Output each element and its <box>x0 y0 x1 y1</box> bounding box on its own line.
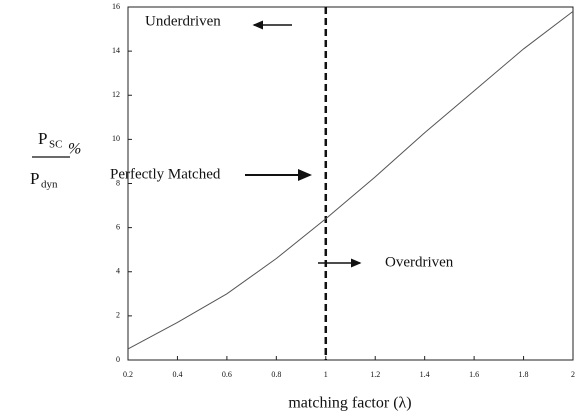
x-tick-label: 1.2 <box>370 370 380 379</box>
y-tick-label: 16 <box>112 2 120 11</box>
x-tick-label: 2 <box>571 370 575 379</box>
y-axis-label: P SC P dyn % <box>30 129 81 191</box>
x-axis-label: matching factor (λ) <box>288 395 411 412</box>
data-line <box>127 11 574 350</box>
y-tick-label: 0 <box>116 355 120 364</box>
x-tick-label: 1.4 <box>420 370 430 379</box>
y-tick-label: 2 <box>116 311 120 320</box>
x-tick-label: 0.6 <box>222 370 232 379</box>
x-tick-label: 0.2 <box>123 370 133 379</box>
y-tick-label: 12 <box>112 90 120 99</box>
x-tick-label: 0.8 <box>271 370 281 379</box>
y-tick-label: 10 <box>112 134 120 143</box>
y-label-suffix: % <box>68 141 81 158</box>
x-tick-label: 1.8 <box>519 370 529 379</box>
x-tick-label: 1.6 <box>469 370 479 379</box>
x-tick-label: 1 <box>324 370 328 379</box>
annotation: Perfectly Matched <box>110 166 221 182</box>
y-tick-label: 14 <box>112 46 120 55</box>
y-label-denominator-sub: dyn <box>41 179 58 191</box>
y-tick-label: 6 <box>116 222 120 231</box>
y-label-numerator-sub: SC <box>49 139 62 151</box>
y-label-numerator: P <box>38 129 47 148</box>
y-tick-label: 4 <box>116 267 120 276</box>
annotation: Underdriven <box>145 13 221 29</box>
y-tick-label: 8 <box>116 178 120 187</box>
plot-frame <box>127 6 574 361</box>
y-label-denominator: P <box>30 169 39 188</box>
annotation: Overdriven <box>385 254 454 270</box>
x-tick-label: 0.4 <box>172 370 182 379</box>
